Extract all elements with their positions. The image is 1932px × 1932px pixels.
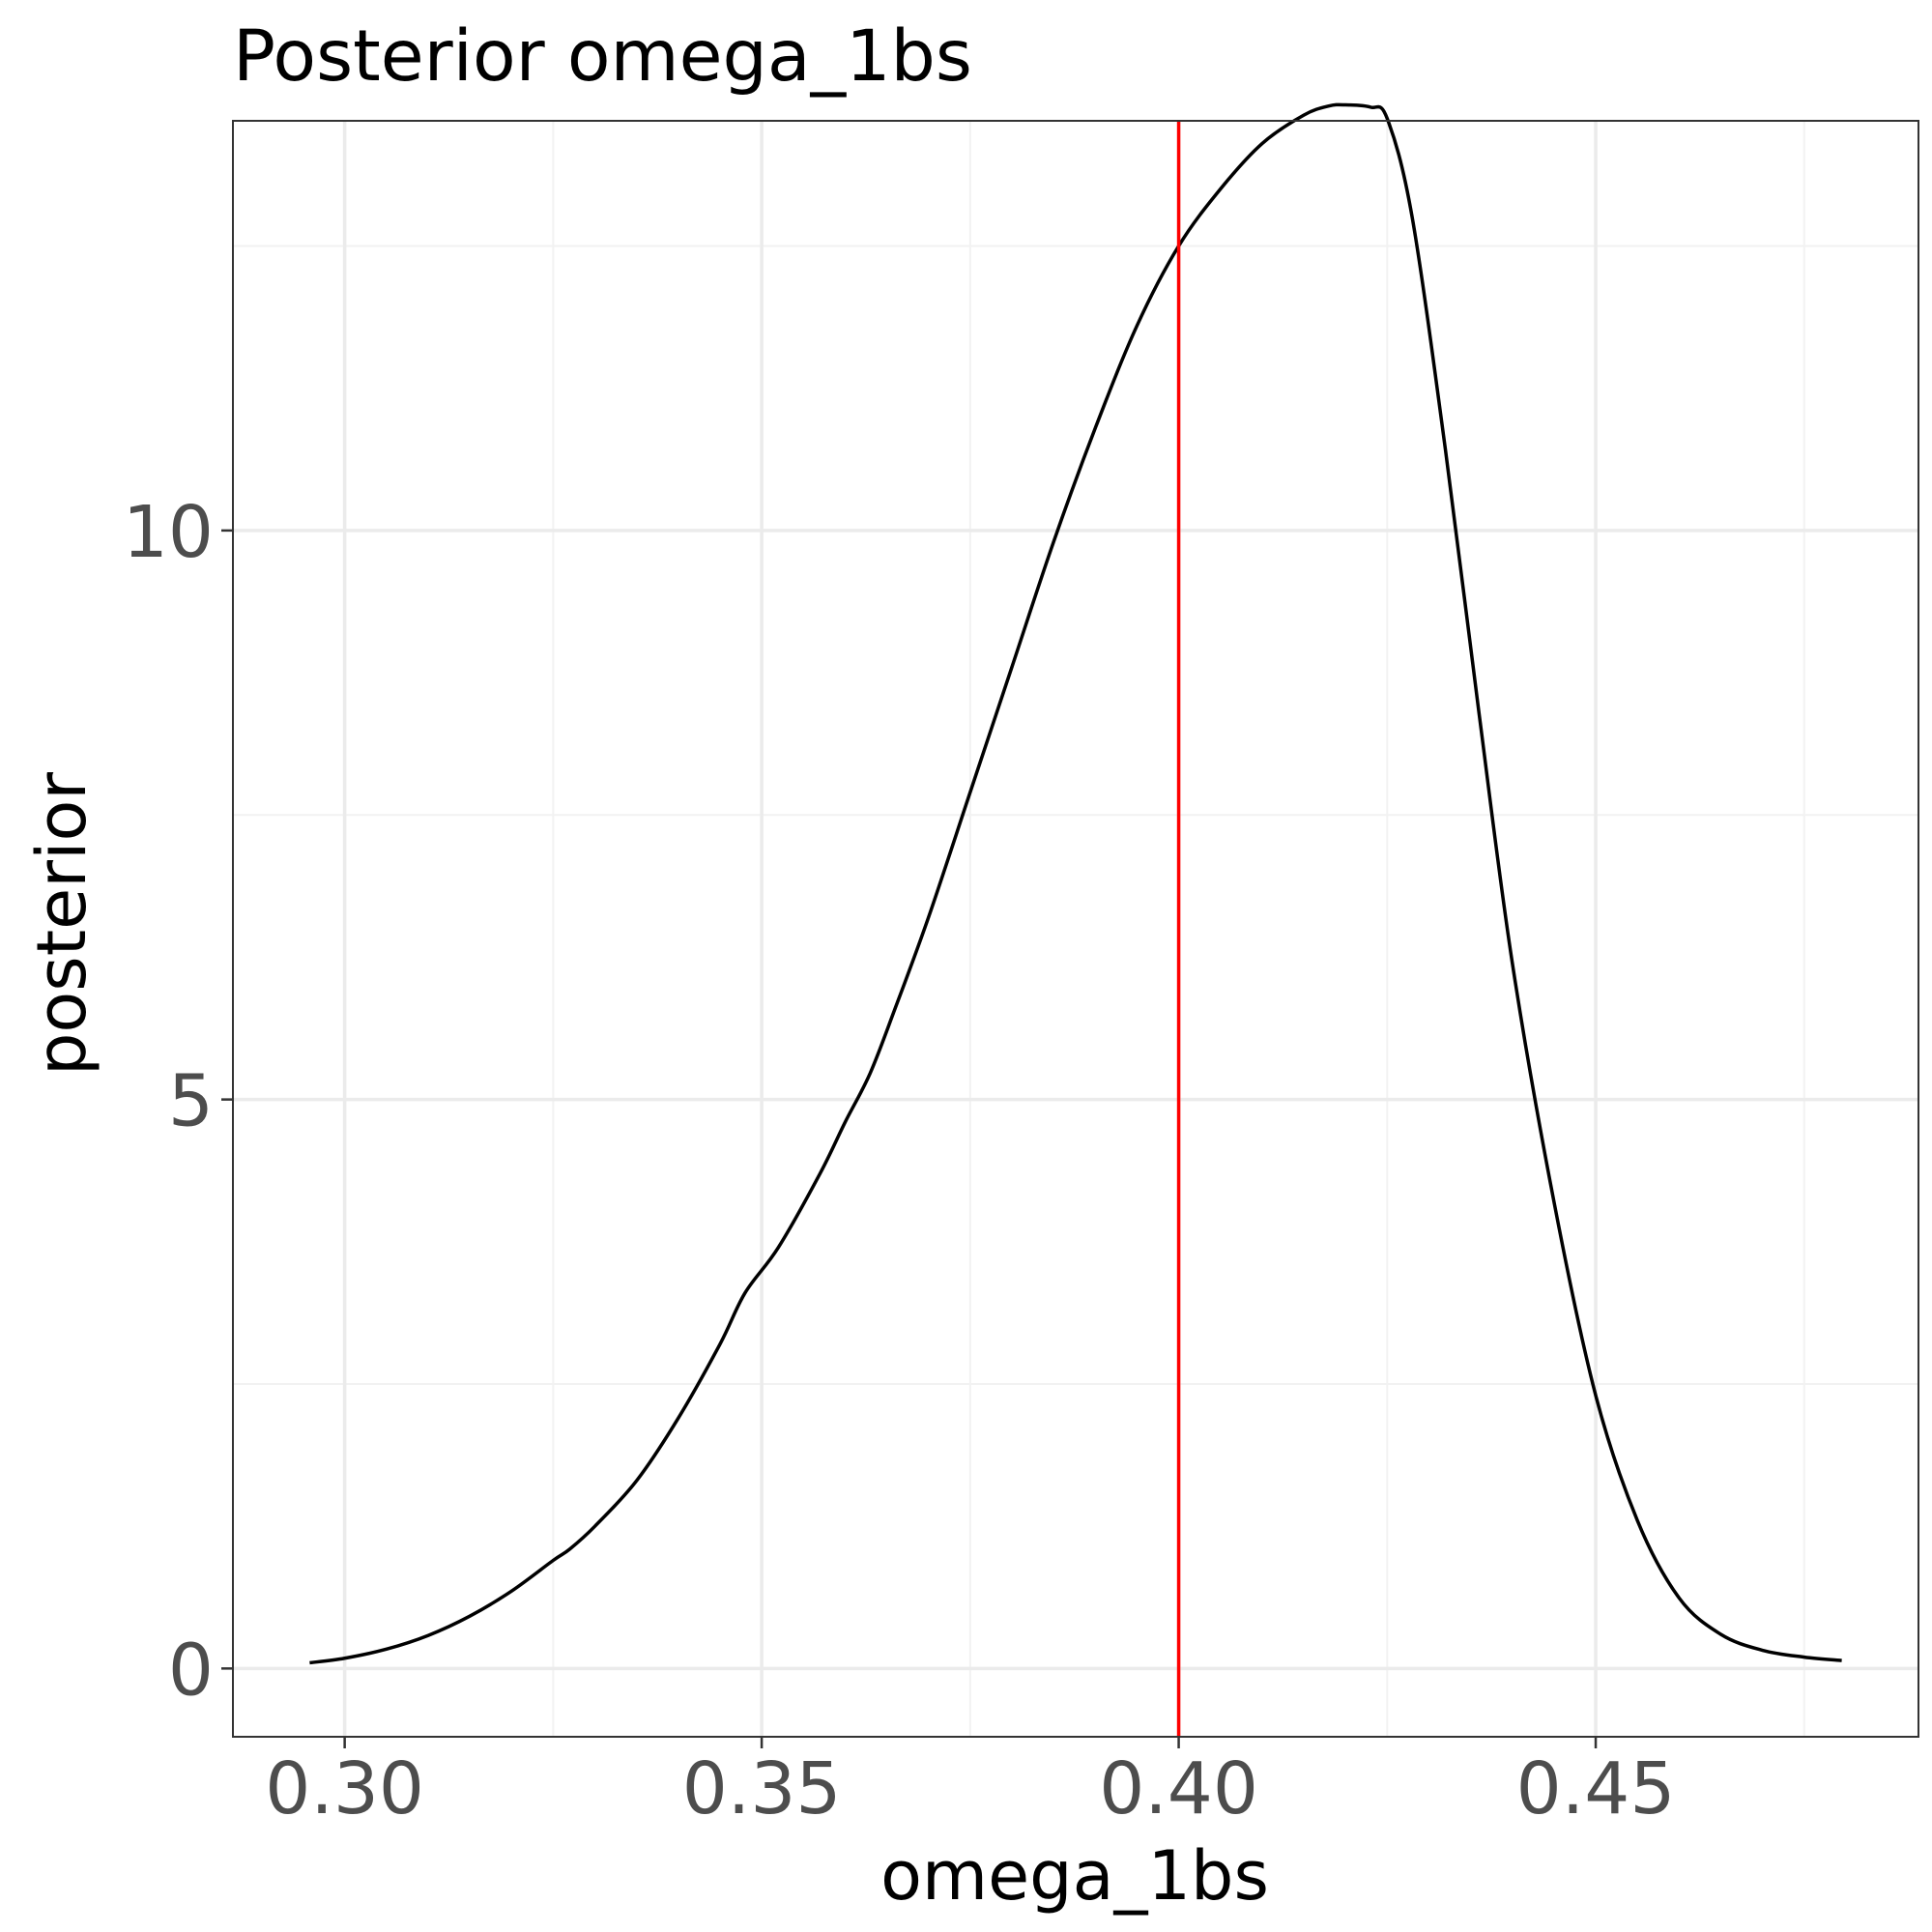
x-axis-title: omega_1bs	[880, 1836, 1269, 1916]
x-tick-label: 0.45	[1516, 1747, 1676, 1831]
x-axis-ticks: 0.30 0.35 0.40 0.45	[265, 1737, 1675, 1831]
chart-title: Posterior omega_1bs	[233, 15, 972, 98]
plot-panel	[233, 121, 1918, 1737]
posterior-density-line	[309, 102, 1842, 1665]
x-tick-label: 0.40	[1099, 1747, 1258, 1831]
plot-border	[232, 120, 1919, 1738]
y-axis-title: posterior	[22, 772, 101, 1076]
minor-gridlines	[233, 121, 1918, 1737]
x-tick-label: 0.35	[682, 1747, 842, 1831]
y-tick-label: 0	[168, 1629, 214, 1712]
y-axis-ticks: 0 5 10	[123, 491, 233, 1712]
x-tick-label: 0.30	[265, 1747, 424, 1831]
y-tick-label: 10	[123, 491, 214, 574]
y-tick-label: 5	[168, 1060, 214, 1143]
